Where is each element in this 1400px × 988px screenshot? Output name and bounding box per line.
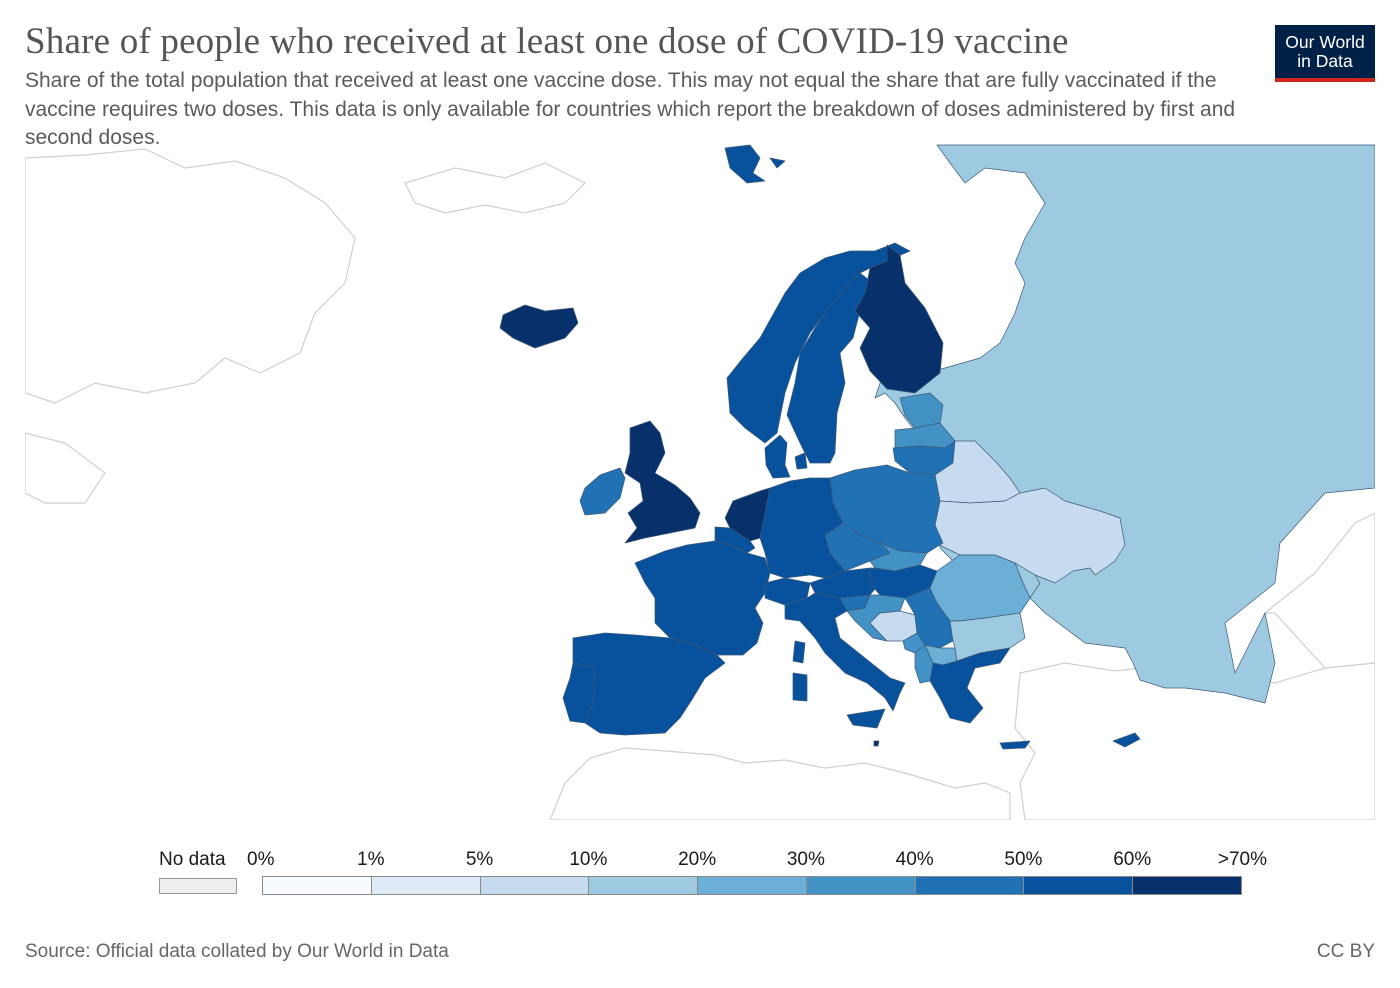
- legend-tick-label: 20%: [678, 849, 717, 870]
- license-link[interactable]: CC BY: [1316, 941, 1375, 962]
- arctic-islands-land: [404, 162, 587, 214]
- country-denmark[interactable]: [764, 434, 808, 479]
- legend-bin-2[interactable]: [479, 876, 590, 895]
- logo-line-1: Our World: [1285, 31, 1365, 52]
- legend-no-data-swatch[interactable]: [159, 878, 237, 894]
- country-svalbard[interactable]: [724, 144, 786, 184]
- country-romania[interactable]: [929, 554, 1031, 622]
- legend-tick-label: >70%: [1217, 849, 1267, 870]
- legend-tick-label: 1%: [357, 849, 385, 870]
- canada-arctic-land: [25, 432, 106, 504]
- country-uk[interactable]: [624, 420, 701, 544]
- countries-layer: [499, 144, 1375, 750]
- source-note: Source: Official data collated by Our Wo…: [25, 941, 449, 962]
- country-portugal[interactable]: [562, 662, 596, 724]
- greenland-land: [25, 148, 356, 404]
- north-africa-land: [549, 747, 1011, 820]
- country-netherlands[interactable]: [724, 487, 771, 542]
- chart-title: Share of people who received at least on…: [25, 21, 1069, 62]
- legend-bin-8[interactable]: [1132, 876, 1242, 895]
- country-finland[interactable]: [854, 244, 944, 394]
- legend-bin-3[interactable]: [588, 876, 699, 895]
- country-greece[interactable]: [929, 647, 1031, 750]
- legend-tick-label: 10%: [569, 849, 608, 870]
- europe-map[interactable]: [25, 143, 1375, 820]
- legend-color-bar: [262, 876, 1242, 895]
- legend-tick-label: 40%: [895, 849, 934, 870]
- legend-bin-0[interactable]: [262, 876, 372, 895]
- legend-tick-label: 30%: [786, 849, 825, 870]
- legend-bin-7[interactable]: [1023, 876, 1134, 895]
- legend-bin-5[interactable]: [805, 876, 916, 895]
- owid-logo[interactable]: Our World in Data: [1275, 25, 1375, 82]
- country-spain[interactable]: [572, 632, 726, 736]
- legend-bin-6[interactable]: [914, 876, 1025, 895]
- logo-line-2: in Data: [1297, 50, 1353, 71]
- legend-no-data-label: No data: [159, 849, 226, 870]
- legend-tick-label: 0%: [247, 849, 275, 870]
- country-cyprus[interactable]: [1112, 732, 1141, 748]
- legend-tick-label: 60%: [1113, 849, 1152, 870]
- legend-bin-1[interactable]: [370, 876, 481, 895]
- country-ireland[interactable]: [579, 467, 626, 516]
- legend-tick-label: 50%: [1004, 849, 1043, 870]
- country-malta[interactable]: [873, 740, 880, 747]
- legend-bin-4[interactable]: [697, 876, 807, 895]
- legend-tick-label: 5%: [465, 849, 494, 870]
- country-iceland[interactable]: [499, 304, 579, 349]
- chart-subtitle: Share of the total population that recei…: [25, 69, 1236, 149]
- central-asia-land: [1263, 512, 1375, 669]
- country-france[interactable]: [634, 540, 771, 656]
- country-italy[interactable]: [784, 592, 906, 729]
- background-land: [25, 148, 1375, 820]
